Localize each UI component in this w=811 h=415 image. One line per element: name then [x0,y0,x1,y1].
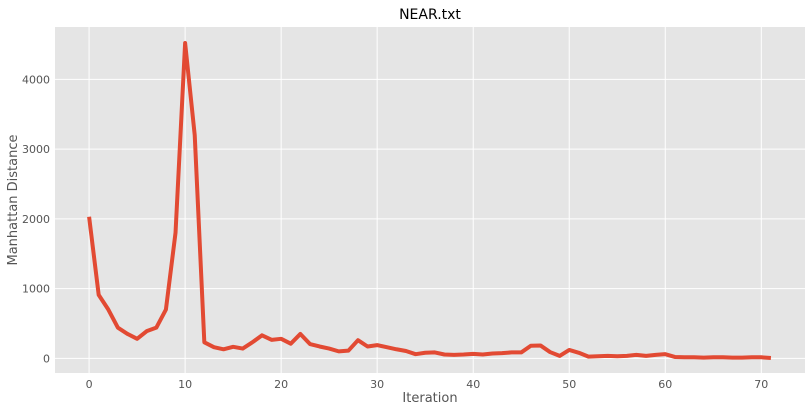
y-tick-labels: 0 1000 2000 3000 4000 [22,73,50,365]
x-tick-label: 60 [658,378,672,391]
x-tick-label: 30 [370,378,384,391]
x-tick-label: 10 [178,378,192,391]
series-layer [87,41,772,360]
y-tick-label: 3000 [22,143,50,156]
y-tick-label: 0 [43,352,50,365]
x-tick-label: 20 [274,378,288,391]
x-tick-label: 70 [754,378,768,391]
x-tick-label: 0 [86,378,93,391]
y-tick-label: 2000 [22,213,50,226]
series-line [87,41,772,360]
x-tick-labels: 0 10 20 30 40 50 60 70 [86,378,769,391]
y-axis-label: Manhattan Distance [6,134,21,265]
y-tick-label: 4000 [22,73,50,86]
x-tick-label: 40 [466,378,480,391]
chart-title: NEAR.txt [399,7,461,23]
x-tick-label: 50 [562,378,576,391]
grid-lines [55,27,805,373]
y-tick-label: 1000 [22,283,50,296]
plot-area [55,27,805,373]
x-axis-label: Iteration [402,391,457,406]
